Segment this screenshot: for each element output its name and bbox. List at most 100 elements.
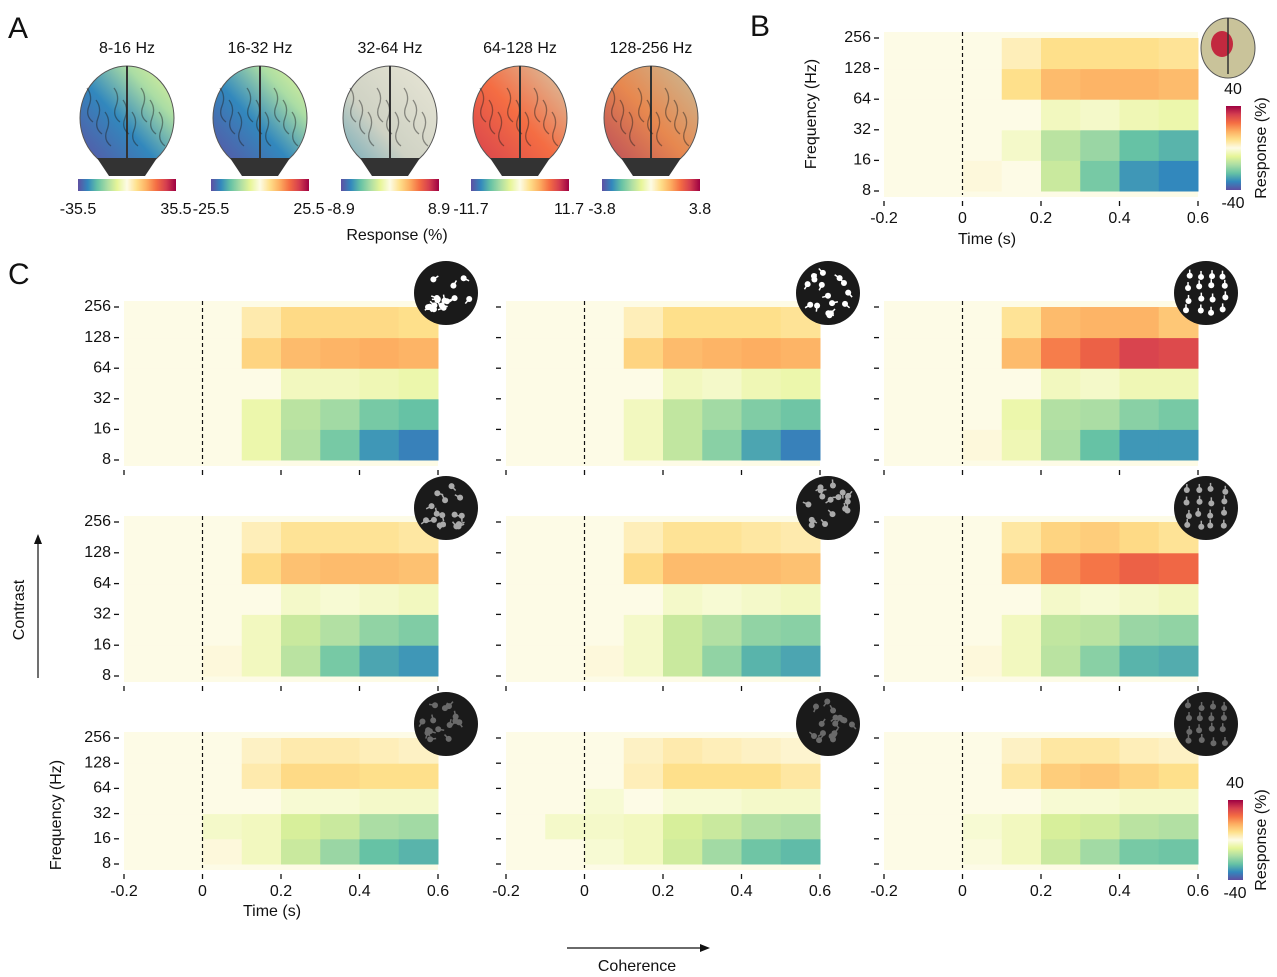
heatmap-cell: [663, 307, 703, 339]
y-tick-label: 64: [853, 90, 871, 107]
x-tick-label: -0.2: [870, 210, 898, 227]
heatmap-cell: [202, 583, 243, 615]
heatmap-cell: [623, 813, 664, 840]
brain-sulcus: [255, 99, 263, 135]
stimulus-tail: [833, 728, 839, 734]
brain-sulcus: [524, 111, 532, 147]
heatmap-cell: [1041, 68, 1081, 100]
heatmap-cell: [1041, 614, 1081, 646]
heatmap-cell: [124, 614, 164, 646]
heatmap-cell: [1041, 583, 1081, 615]
colorbar-tick-label: -40: [1221, 195, 1244, 212]
heatmap-cell: [1158, 645, 1199, 677]
heatmap-cell: [124, 522, 164, 554]
heatmap-cell: [359, 368, 400, 400]
heatmap-cell: [545, 838, 585, 865]
heatmap-cell: [884, 129, 924, 161]
heatmap-cell: [320, 788, 360, 815]
heatmap-cell: [124, 307, 164, 339]
heatmap-cell: [320, 763, 360, 789]
stimulus-tail: [437, 492, 444, 496]
x-tick-label: -0.2: [870, 883, 898, 900]
heatmap-cell: [623, 398, 664, 430]
colorbar-tick-label: 3.8: [689, 201, 711, 218]
heatmap-cell: [281, 398, 321, 430]
heatmap-cell: [884, 38, 924, 70]
heatmap-cell: [1001, 645, 1042, 677]
heatmap-cell: [623, 429, 664, 461]
heatmap-cell: [202, 813, 243, 840]
heatmap-cell: [320, 645, 360, 677]
heatmap-cell: [741, 368, 782, 400]
heatmap-cell: [584, 368, 625, 400]
y-tick-label: 16: [93, 830, 111, 847]
stimulus-tail: [464, 298, 470, 305]
brain-sulcus: [358, 99, 366, 135]
heatmap-cell: [584, 429, 625, 461]
heatmap-cell: [1041, 99, 1081, 131]
heatmap-cell: [359, 337, 400, 369]
heatmap-cell: [584, 614, 625, 646]
heatmap-cell: [1080, 614, 1120, 646]
heatmap-cell: [884, 583, 924, 615]
colorbar: [78, 179, 176, 191]
heatmap-cell: [163, 522, 203, 554]
brain-sulcus: [385, 99, 393, 135]
heatmap-cell: [780, 763, 821, 789]
heatmap-cell: [1080, 738, 1120, 764]
heatmap-cell: [281, 583, 321, 615]
colorbar: [1226, 106, 1241, 190]
heatmap-cell: [241, 307, 282, 339]
stimulus-tail: [818, 735, 824, 741]
heatmap-cell: [545, 398, 585, 430]
heatmap-cell: [163, 583, 203, 615]
heatmap-cell: [1041, 160, 1081, 192]
heatmap-cell: [623, 614, 664, 646]
heatmap-cell: [584, 838, 625, 865]
heatmap-cell: [359, 788, 400, 815]
brain-sulcus: [664, 87, 672, 123]
heatmap-cell: [241, 788, 282, 815]
y-tick-label: 8: [862, 182, 871, 199]
colorbar-tick-label: 11.7: [554, 201, 584, 218]
heatmap-cell: [398, 368, 439, 400]
heatmap-cell: [962, 738, 1003, 764]
brain-sulcus: [673, 99, 681, 135]
brain-sulcus: [488, 99, 496, 135]
heatmap-cell: [506, 614, 546, 646]
heatmap-cell: [545, 763, 585, 789]
heatmap-cell: [1158, 813, 1199, 840]
heatmap-cell: [962, 645, 1003, 677]
heatmap-cell: [1119, 614, 1160, 646]
colorbar-tick-label: -40: [1223, 885, 1246, 902]
heatmap-cell: [506, 337, 546, 369]
stimulus-tail: [831, 479, 834, 486]
heatmap-cell: [884, 763, 924, 789]
heatmap-cell: [780, 614, 821, 646]
stimulus-tail: [821, 718, 826, 725]
map-title: 8-16 Hz: [99, 40, 155, 57]
heatmap-cell: [359, 838, 400, 865]
heatmap-cell: [163, 429, 203, 461]
heatmap-cell: [124, 763, 164, 789]
heatmap-cell: [241, 398, 282, 430]
stimulus-tail: [458, 521, 465, 525]
x-tick-label: 0.6: [427, 883, 449, 900]
heatmap-cell: [545, 307, 585, 339]
heatmap-cell: [163, 738, 203, 764]
heatmap-cell: [1158, 763, 1199, 789]
heatmap-cell: [741, 429, 782, 461]
stimulus-tail: [428, 703, 436, 706]
heatmap-cell: [884, 788, 924, 815]
heatmap-cell: [506, 738, 546, 764]
heatmap-cell: [281, 813, 321, 840]
y-tick-label: 256: [844, 29, 871, 46]
heatmap-cell: [241, 368, 282, 400]
heatmap-cell: [1080, 813, 1120, 840]
stimulus-tail: [830, 308, 836, 314]
heatmap-cell: [163, 614, 203, 646]
heatmap-cell: [398, 813, 439, 840]
heatmap-cell: [780, 429, 821, 461]
heatmap-cell: [1119, 552, 1160, 585]
